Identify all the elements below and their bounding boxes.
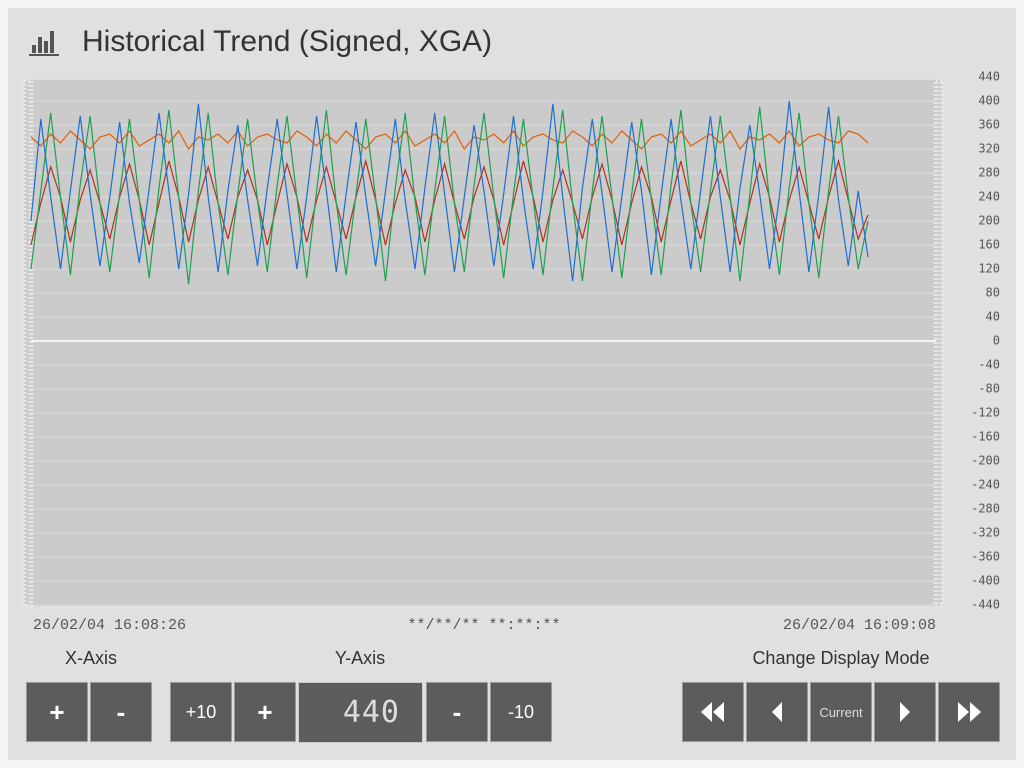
y-axis-label: Y-Axis: [334, 648, 386, 668]
fast-forward-button[interactable]: [938, 682, 1000, 742]
fast-forward-icon: [958, 702, 981, 722]
fast-back-button[interactable]: [682, 682, 744, 742]
y-tick-label: 160: [978, 238, 1000, 252]
forward-icon: [900, 702, 910, 722]
plot-area: [24, 80, 942, 606]
x-axis-label: X-Axis: [64, 648, 117, 668]
back-icon: [772, 702, 782, 722]
y-tick-label: 240: [978, 190, 1000, 204]
y-tick-label: -440: [971, 598, 1000, 612]
series-line: [30, 129, 869, 151]
y-tick-label: 0: [993, 334, 1000, 348]
y-tick-label: -200: [971, 454, 1000, 468]
y-max-display: 440: [298, 682, 423, 743]
y-tick-label: -160: [971, 430, 1000, 444]
y-tick-label: 440: [978, 70, 1000, 84]
fast-back-icon: [701, 702, 724, 722]
y-tick-label: -400: [971, 574, 1000, 588]
title-icon: [29, 31, 59, 56]
y-tick-label: -80: [978, 382, 1000, 396]
y-tick-label: 320: [978, 142, 1000, 156]
x-start-label: 26/02/04 16:08:26: [33, 617, 186, 634]
series-line: [30, 158, 869, 246]
y-tick-label: -240: [971, 478, 1000, 492]
y-tick-label: 40: [986, 310, 1000, 324]
y-tick-label: -120: [971, 406, 1000, 420]
series-line: [30, 100, 869, 282]
y-tick-label: 280: [978, 166, 1000, 180]
y-tick-label: 360: [978, 118, 1000, 132]
y-tick-label: -40: [978, 358, 1000, 372]
y-minus-button[interactable]: -: [426, 682, 488, 742]
x-end-label: 26/02/04 16:09:08: [783, 617, 936, 634]
series-line: [30, 106, 869, 285]
y-tick-label: 400: [978, 94, 1000, 108]
chart: Historical Trend (Signed, XGA) 26/02/04 …: [21, 24, 1000, 634]
y-tick-label: 200: [978, 214, 1000, 228]
x-plus-button[interactable]: +: [26, 682, 88, 742]
page-title: Historical Trend (Signed, XGA): [82, 25, 492, 58]
y-tick-label: -360: [971, 550, 1000, 564]
current-button[interactable]: Current: [810, 682, 872, 742]
y-tick-label: -280: [971, 502, 1000, 516]
right-ruler: [933, 77, 945, 609]
y-tick-label: 80: [986, 286, 1000, 300]
x-minus-button[interactable]: -: [90, 682, 152, 742]
x-cursor-label: **/**/** **:**:**: [407, 617, 560, 634]
y-plus-button[interactable]: +: [234, 682, 296, 742]
display-mode-label: Change Display Mode: [752, 648, 930, 668]
y-tick-label: 120: [978, 262, 1000, 276]
y-plus10-button[interactable]: +10: [170, 682, 232, 742]
back-button[interactable]: [746, 682, 808, 742]
left-ruler: [21, 77, 34, 609]
y-minus10-button[interactable]: -10: [490, 682, 552, 742]
forward-button[interactable]: [874, 682, 936, 742]
y-tick-label: -320: [971, 526, 1000, 540]
